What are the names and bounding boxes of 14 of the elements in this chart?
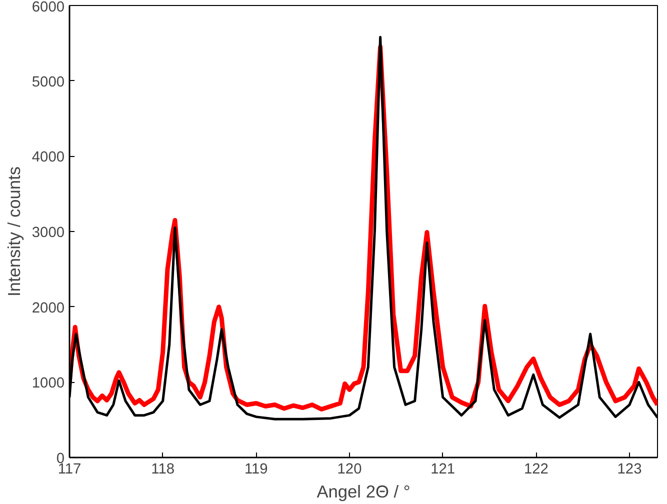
y-tick-label: 6000: [32, 0, 65, 16]
y-axis-title: Intensity / counts: [4, 166, 24, 297]
y-tick-label: 2000: [32, 300, 65, 316]
y-tick-label: 4000: [32, 150, 65, 166]
y-tick-label: 3000: [32, 225, 65, 241]
x-tick-label: 121: [430, 462, 456, 478]
x-tick-label: 122: [524, 462, 548, 478]
x-tick-label: 120: [337, 462, 362, 478]
x-tick-label: 118: [151, 462, 175, 478]
x-tick-label: 119: [244, 462, 268, 478]
x-tick-label: 123: [617, 462, 642, 478]
y-tick-label: 1000: [32, 376, 65, 392]
x-axis-title: Angel 2Θ / °: [316, 482, 410, 502]
y-tick-label: 5000: [32, 74, 65, 90]
